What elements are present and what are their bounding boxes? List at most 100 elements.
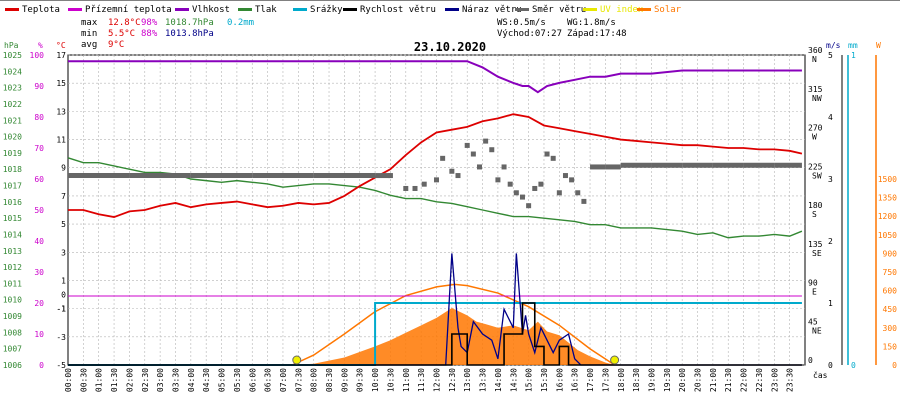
- series-humidity-line: [68, 60, 802, 94]
- x-tick-label: 09:00: [340, 368, 349, 392]
- direction-tick-label: 180: [808, 201, 823, 210]
- humidity-tick-label: 100: [30, 51, 45, 60]
- wind-direction-point: [434, 177, 439, 183]
- direction-compass-label: NE: [812, 326, 822, 335]
- stats-label: max: [81, 18, 98, 28]
- temperature-tick-label: 5: [61, 220, 66, 229]
- temperature-tick-label: 11: [56, 136, 66, 145]
- wind-direction-point: [544, 151, 550, 157]
- solar-tick-label: 1050: [878, 231, 897, 240]
- solar-tick-label: 300: [883, 324, 898, 333]
- marker-sunset: [610, 355, 620, 365]
- wind-direction-point: [455, 173, 461, 179]
- humidity-unit: %: [38, 41, 43, 50]
- x-tick-label: 04:30: [202, 368, 211, 392]
- legend-label: Teplota: [22, 5, 60, 15]
- ground-temp-tick-label: -1: [56, 305, 66, 314]
- x-tick-label: 06:30: [264, 368, 273, 392]
- legend-swatch: [343, 8, 357, 11]
- wind-direction-point: [387, 173, 393, 179]
- x-tick-label: 19:00: [647, 368, 656, 392]
- temperature-tick-label: 17: [56, 51, 66, 60]
- legend-label: Tlak: [255, 5, 277, 15]
- x-tick-label: 04:00: [187, 368, 196, 392]
- x-tick-label: 15:00: [525, 368, 534, 392]
- pressure-tick-label: 1022: [3, 100, 22, 109]
- marker-sunrise: [292, 355, 302, 365]
- pressure-unit: hPa: [4, 41, 19, 50]
- stats-label: avg: [81, 40, 97, 50]
- x-tick-label: 12:00: [433, 368, 442, 392]
- wind-direction-point: [449, 168, 455, 174]
- x-tick-label: 01:00: [95, 368, 104, 392]
- x-tick-label: 14:30: [509, 368, 518, 392]
- solar-tick-label: 750: [883, 268, 898, 277]
- rain-unit: mm: [848, 41, 858, 50]
- wind-direction-point: [489, 147, 495, 153]
- wind-tick-label: 2: [828, 237, 833, 246]
- stats-temp: 9°C: [108, 40, 124, 50]
- direction-compass-label: NW: [812, 94, 822, 103]
- wind-tick-label: 1: [828, 299, 833, 308]
- legend-label: Solar: [654, 5, 682, 15]
- x-tick-label: 11:00: [402, 368, 411, 392]
- stats-pressure: 1013.8hPa: [165, 29, 214, 39]
- x-tick-label: 00:30: [79, 368, 88, 392]
- x-tick-label: 18:00: [617, 368, 626, 392]
- solar-tick-label: 150: [883, 342, 898, 351]
- direction-compass-label: SW: [812, 171, 822, 180]
- x-tick-label: 20:30: [694, 368, 703, 392]
- x-tick-label: 13:30: [479, 368, 488, 392]
- solar-tick-label: 600: [883, 287, 898, 296]
- temperature-tick-label: -1: [56, 305, 66, 314]
- wind-direction-point: [470, 151, 476, 157]
- humidity-tick-label: 10: [34, 330, 44, 339]
- pressure-tick-label: 1013: [3, 247, 22, 256]
- sunrise-info: Východ:07:27: [497, 29, 562, 39]
- direction-tick-label: 315: [808, 85, 823, 94]
- wind-direction-point: [440, 155, 446, 161]
- chart-title: 23.10.2020: [414, 40, 486, 54]
- series-pressure-line: [67, 157, 803, 239]
- stats-temp: 5.5°C: [108, 29, 135, 39]
- legend-swatch: [238, 8, 252, 11]
- wind-direction-point: [526, 203, 532, 209]
- pressure-tick-label: 1023: [3, 84, 22, 93]
- pressure-tick-label: 1006: [3, 361, 22, 370]
- direction-tick-label: 270: [808, 124, 823, 133]
- temperature-tick-label: 3: [61, 248, 66, 257]
- x-tick-label: 03:00: [156, 368, 165, 392]
- wind-direction-point: [513, 190, 519, 196]
- pressure-tick-label: 1024: [3, 67, 22, 76]
- pressure-tick-label: 1008: [3, 328, 22, 337]
- temperature-tick-label: 15: [56, 79, 66, 88]
- wind-direction-point: [556, 190, 562, 196]
- x-tick-label: 00:00: [64, 368, 73, 392]
- humidity-tick-label: 90: [34, 82, 44, 91]
- x-tick-label: 07:00: [279, 368, 288, 392]
- solar-tick-label: 0: [892, 361, 897, 370]
- pressure-tick-label: 1021: [3, 116, 22, 125]
- wind-direction-point: [581, 198, 587, 204]
- temperature-tick-label: -3: [56, 333, 66, 342]
- series-solar-area: [68, 307, 802, 365]
- pressure-tick-label: 1025: [3, 51, 22, 60]
- x-tick-label: 15:30: [540, 368, 549, 392]
- direction-compass-label: SE: [812, 249, 822, 258]
- legend-swatch: [68, 8, 82, 11]
- x-tick-label: 14:00: [494, 368, 503, 392]
- x-tick-label: 10:30: [386, 368, 395, 392]
- solar-unit: W: [876, 41, 881, 50]
- solar-tick-label: 450: [883, 305, 898, 314]
- legend-label: Směr větru: [532, 5, 586, 15]
- pressure-tick-label: 1014: [3, 230, 22, 239]
- pressure-tick-label: 1015: [3, 214, 22, 223]
- wind-speed-info: WS:0.5m/s: [497, 18, 546, 28]
- pressure-tick-label: 1012: [3, 263, 22, 272]
- x-tick-label: 05:00: [218, 368, 227, 392]
- pressure-tick-label: 1011: [3, 279, 22, 288]
- x-tick-label: 21:30: [724, 368, 733, 392]
- legend-label: Náraz větru: [462, 5, 522, 15]
- wind-direction-point: [412, 185, 418, 191]
- x-tick-label: 17:00: [586, 368, 595, 392]
